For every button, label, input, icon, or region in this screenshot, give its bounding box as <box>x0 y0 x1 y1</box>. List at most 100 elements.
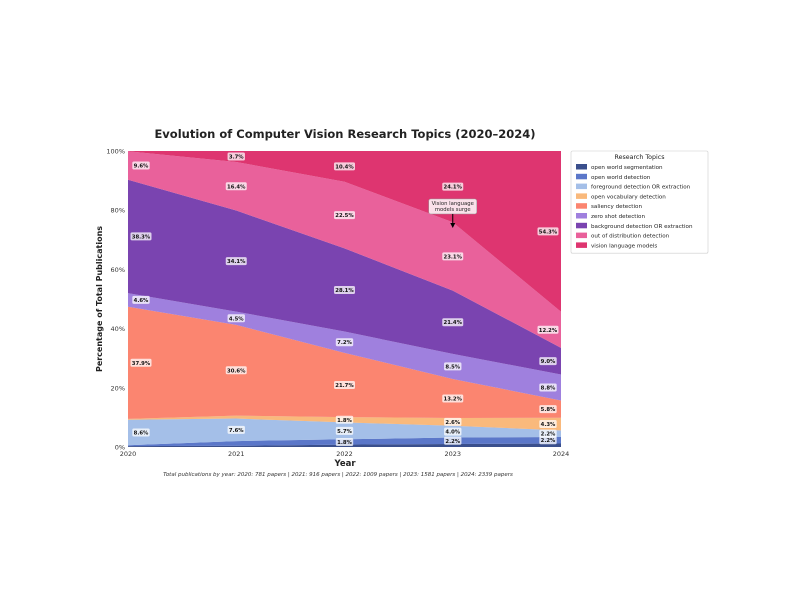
data-label-text: 34.1% <box>227 259 246 265</box>
data-label: 21.4% <box>442 318 464 327</box>
x-axis-label: Year <box>333 459 356 469</box>
data-label: 8.8% <box>539 383 557 392</box>
data-label-text: 22.5% <box>335 213 354 219</box>
legend-item: saliency detection <box>576 203 642 210</box>
data-label-text: 9.0% <box>541 359 556 365</box>
legend-swatch <box>576 232 587 239</box>
data-label-box <box>442 182 464 191</box>
data-label-box <box>335 415 354 424</box>
y-tick-label: 20% <box>111 384 125 392</box>
area-out-of-distribution-detection <box>128 151 561 348</box>
data-label-box <box>442 318 464 327</box>
area-vision-language-models <box>128 151 561 312</box>
data-label: 28.1% <box>334 285 355 294</box>
data-label-box <box>225 366 247 375</box>
data-label-box <box>444 362 462 371</box>
data-label-text: 7.2% <box>337 340 352 346</box>
data-label-text: 2.2% <box>541 438 556 444</box>
data-label: 2.2% <box>539 436 557 445</box>
data-label: 2.2% <box>539 429 557 438</box>
data-label-box <box>442 252 464 261</box>
data-label-box <box>130 358 152 367</box>
data-label-text: 2.2% <box>541 432 556 438</box>
data-label-box <box>227 152 245 161</box>
legend-label: out of distribution detection <box>591 234 670 240</box>
data-label-text: 4.6% <box>134 298 149 304</box>
legend-swatch <box>576 164 587 170</box>
x-tick-label: 2022 <box>336 450 353 458</box>
data-label-box <box>225 182 247 191</box>
data-label: 2.6% <box>444 417 462 426</box>
chart-title: Evolution of Computer Vision Research To… <box>154 127 535 141</box>
data-label-box <box>539 420 557 429</box>
area-saliency-detection <box>128 306 561 419</box>
legend-swatch <box>576 183 587 190</box>
legend-item: open world segmentation <box>576 164 663 171</box>
legend-label: vision language models <box>591 243 657 249</box>
data-label-box <box>537 227 559 236</box>
x-tick-label: 2020 <box>120 450 137 458</box>
data-label: 9.0% <box>539 357 557 366</box>
x-tick-label: 2023 <box>444 450 461 458</box>
data-label: 10.4% <box>334 162 355 171</box>
data-label-box <box>132 161 150 170</box>
data-label-text: 2.2% <box>445 439 460 445</box>
data-label: 30.6% <box>225 366 247 375</box>
annotation-text: Vision language <box>432 201 474 207</box>
legend-label: open world segmentation <box>591 165 663 171</box>
data-label-box <box>444 417 462 426</box>
legend-box <box>570 150 709 254</box>
data-label-box <box>334 380 355 389</box>
data-label: 1.8% <box>335 415 354 424</box>
legend-swatch <box>576 213 587 219</box>
data-label: 4.3% <box>539 420 557 429</box>
data-label-box <box>227 425 245 434</box>
data-label-text: 24.1% <box>444 185 463 191</box>
data-label: 38.3% <box>130 232 152 241</box>
area-series-layer <box>128 151 561 447</box>
legend-swatch <box>576 203 587 209</box>
data-label-text: 9.6% <box>134 164 149 170</box>
data-label-box <box>335 426 354 435</box>
data-label: 7.6% <box>227 425 245 434</box>
data-label-text: 5.8% <box>541 407 556 413</box>
data-label: 13.2% <box>442 394 464 403</box>
data-label-box <box>225 257 247 266</box>
data-label-box <box>444 427 462 436</box>
data-label-text: 13.2% <box>444 397 463 403</box>
data-label-text: 4.5% <box>229 316 244 322</box>
legend-title: Research Topics <box>614 154 664 161</box>
data-label-text: 37.9% <box>132 361 151 367</box>
data-label-box <box>334 211 355 220</box>
data-label-text: 8.8% <box>541 386 556 392</box>
data-label-text: 1.8% <box>337 440 352 446</box>
x-tick-label: 2024 <box>553 450 570 458</box>
legend-label: open vocabulary detection <box>591 194 666 200</box>
data-label: 16.4% <box>225 182 247 191</box>
legend-label: foreground detection OR extraction <box>591 185 691 191</box>
data-label: 34.1% <box>225 257 247 266</box>
legend-label: zero shot detection <box>591 214 645 220</box>
data-label: 8.6% <box>132 428 150 437</box>
data-label: 8.5% <box>444 362 462 371</box>
data-label: 5.7% <box>335 426 354 435</box>
data-label-box <box>335 437 354 446</box>
data-label: 54.3% <box>537 227 559 236</box>
legend-swatch <box>576 173 587 180</box>
legend-item: background detection OR extraction <box>576 222 693 230</box>
annotation-arrow-head <box>450 222 456 228</box>
data-label-text: 54.3% <box>539 229 558 235</box>
data-label-text: 3.7% <box>229 154 244 160</box>
data-label-text: 30.6% <box>227 368 246 374</box>
legend-item: vision language models <box>576 242 657 249</box>
data-label-text: 38.3% <box>132 234 151 240</box>
data-label-text: 28.1% <box>335 288 354 294</box>
data-label-box <box>444 436 462 445</box>
y-tick-label: 80% <box>111 207 125 215</box>
y-tick-label: 100% <box>106 148 125 156</box>
y-tick-label: 40% <box>111 325 125 333</box>
y-tick-label: 0% <box>115 444 125 452</box>
data-label-text: 4.3% <box>541 422 556 428</box>
data-label-box <box>227 314 245 323</box>
annotation-text: models surge <box>435 207 471 213</box>
